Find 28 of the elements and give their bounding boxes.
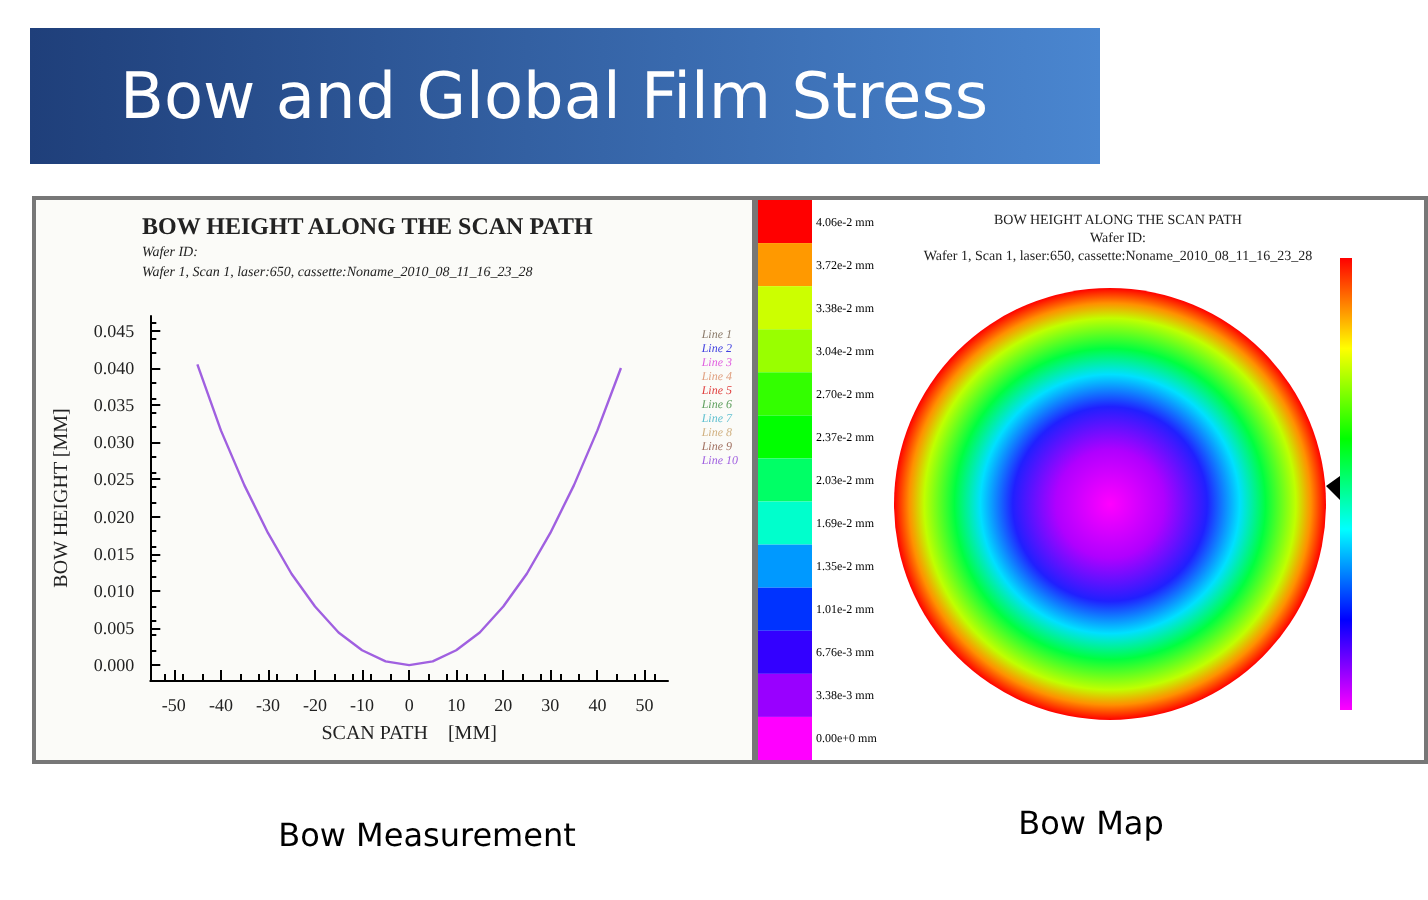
text: Bow Map	[1016, 804, 1166, 842]
y-tick-label: 0.010	[93, 580, 136, 601]
text: Bow Measurement	[276, 816, 578, 854]
y-tick-label: 0.040	[93, 358, 136, 378]
chart-title: BOW HEIGHT ALONG THE SCAN PATH	[142, 212, 594, 240]
x-tick-label: -50	[161, 695, 187, 715]
x-tick-label: 40	[588, 695, 608, 715]
y-tick-label: 0.005	[93, 618, 136, 638]
x-tick-label: -40	[208, 695, 234, 715]
y-tick-label: 0.000	[93, 655, 136, 676]
x-tick-label: 50	[635, 695, 655, 715]
x-tick-label: -20	[303, 695, 329, 715]
y-tick-label: 0.030	[93, 432, 136, 453]
x-tick-label: -30	[255, 695, 281, 715]
y-tick-label: 0.045	[93, 320, 136, 341]
x-tick-label: 0	[404, 695, 415, 715]
y-tick-label: 0.015	[93, 543, 136, 564]
y-tick-label: 0.035	[93, 395, 136, 416]
x-tick-label: 20	[494, 695, 514, 715]
x-tick-label: 10	[447, 695, 467, 715]
text: Bow and Global Film Stress	[30, 28, 1100, 164]
line-series	[196, 363, 623, 667]
y-tick-label: 0.020	[93, 506, 136, 527]
x-axis-title: SCAN PATH [MM]	[321, 723, 497, 745]
y-axis-title: BOW HEIGHT [MM]	[51, 408, 73, 588]
y-tick-label: 0.025	[93, 469, 136, 490]
x-tick-label: -10	[350, 695, 376, 715]
x-tick-label: 30	[541, 695, 561, 715]
